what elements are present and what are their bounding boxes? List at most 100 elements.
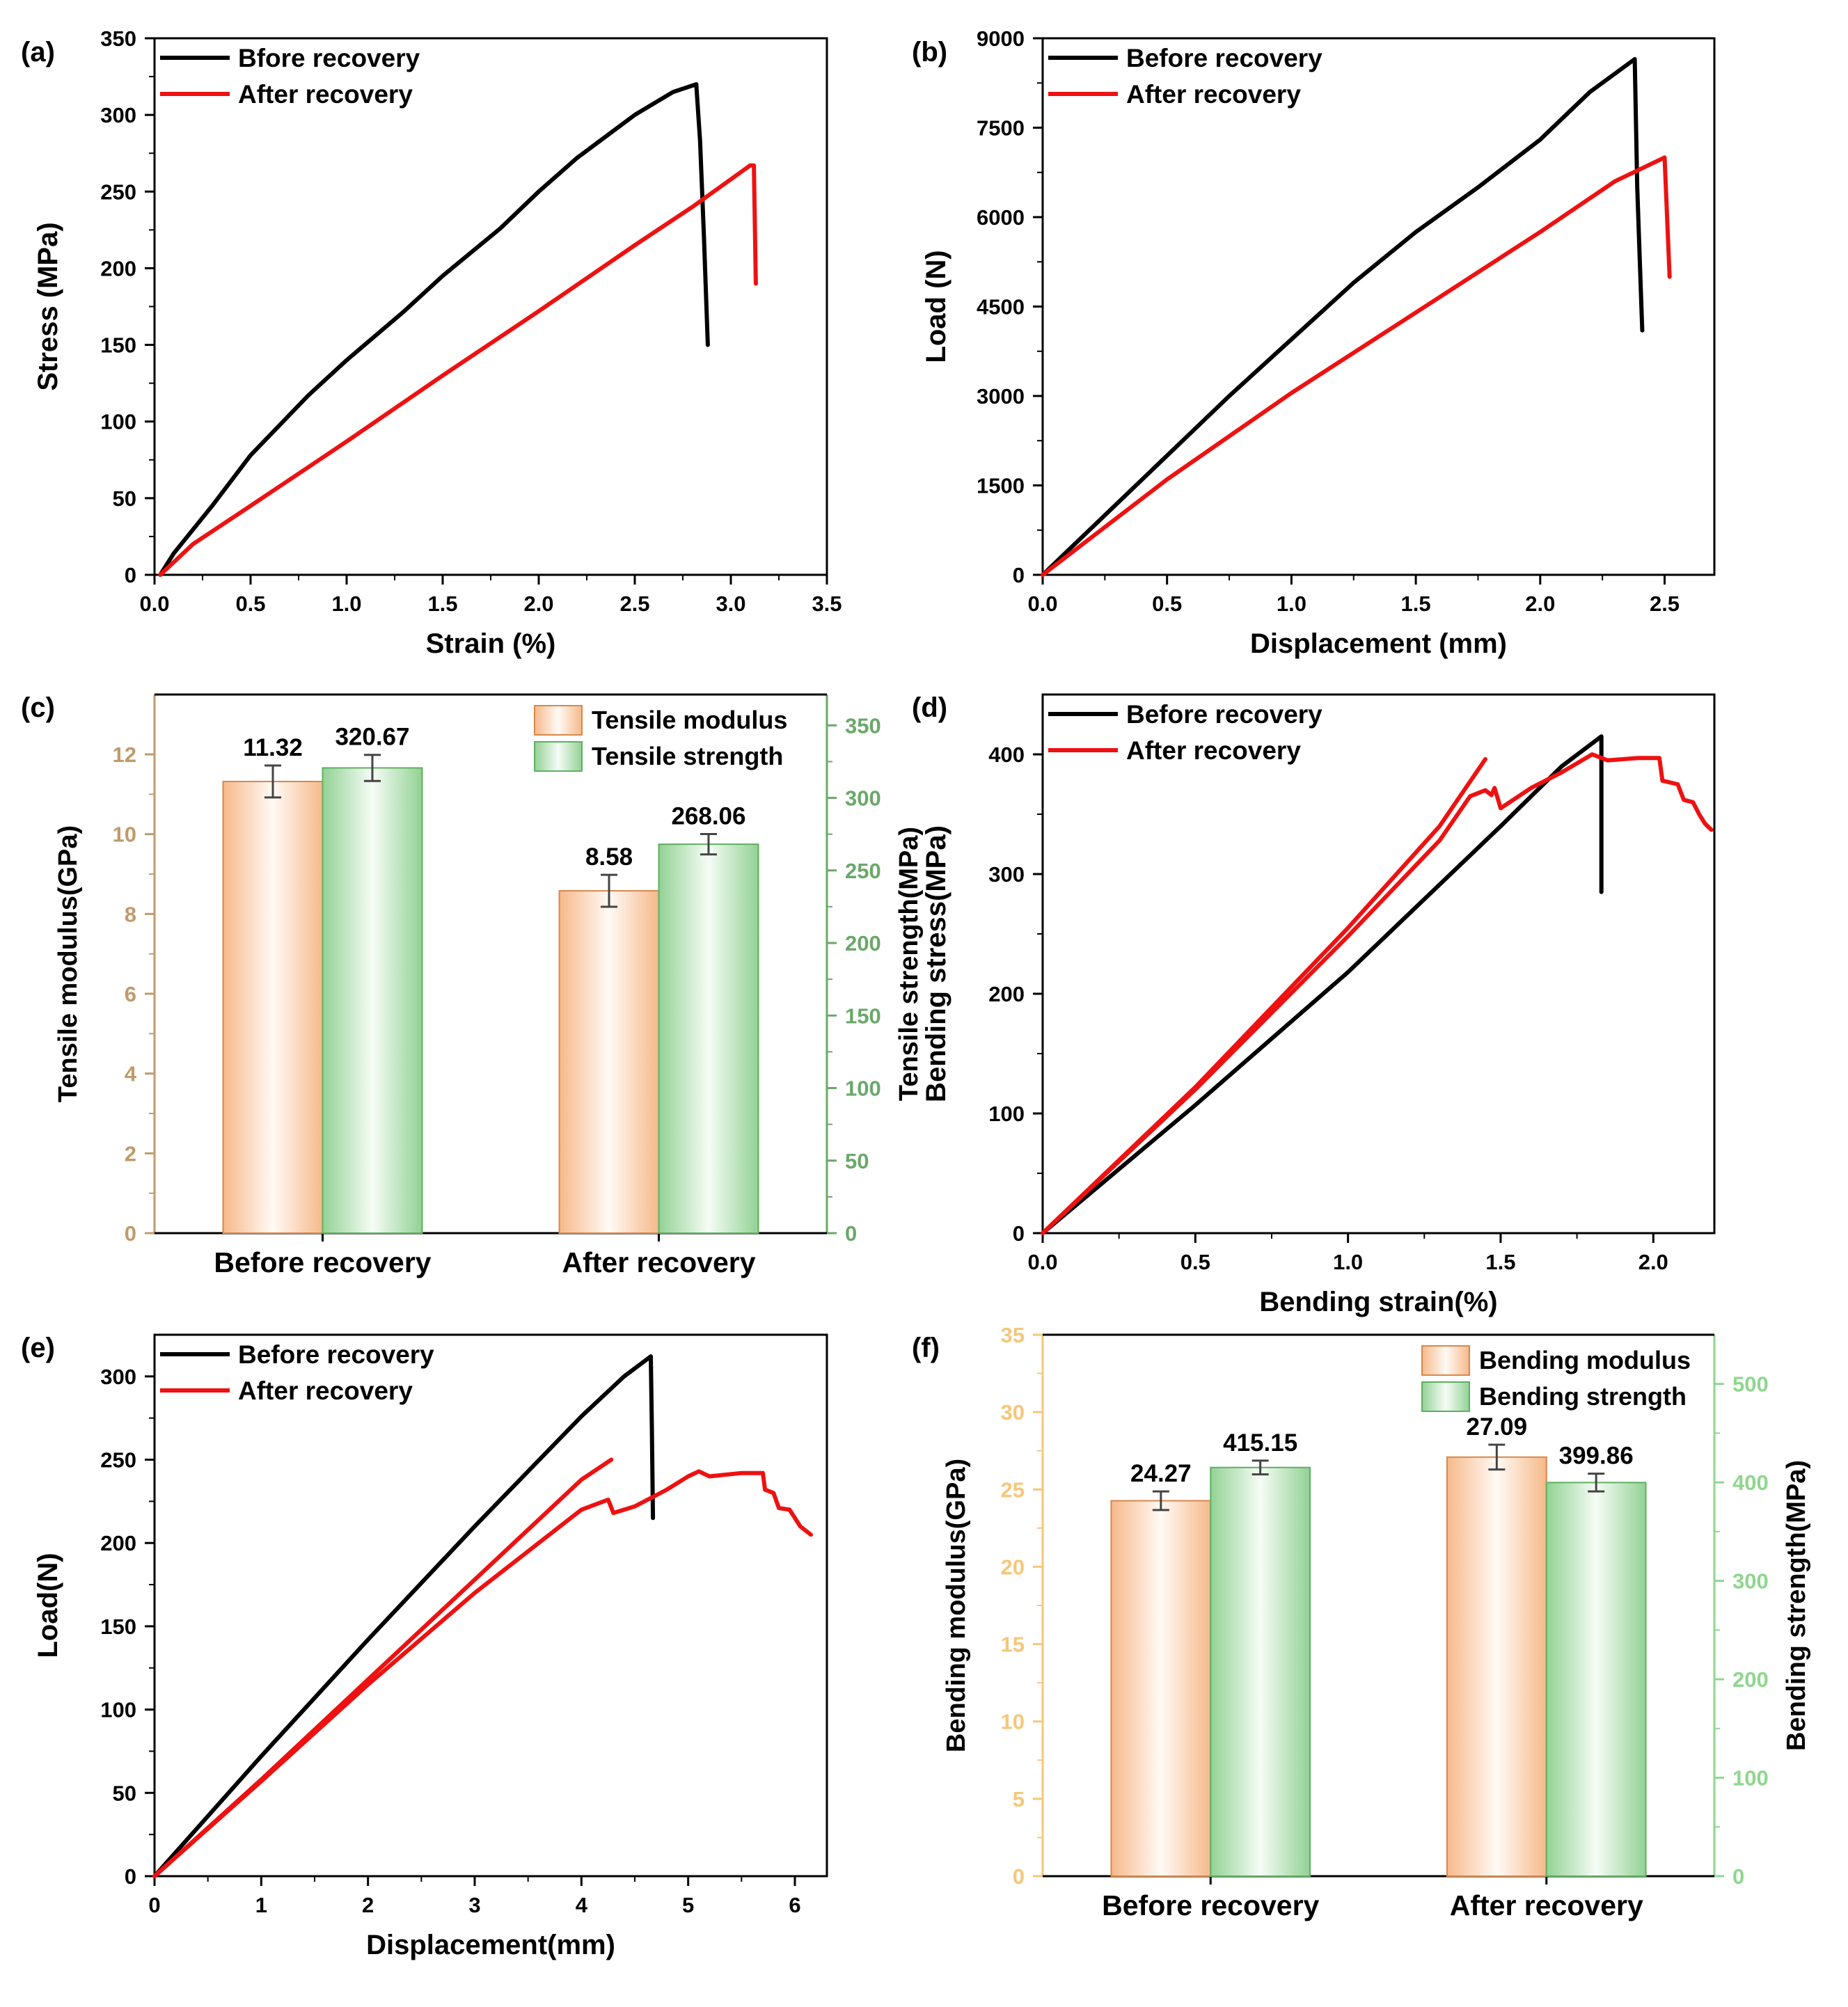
- series-line-after-recovery: [1041, 752, 1714, 1235]
- x-axis-label: Strain (%): [426, 628, 556, 659]
- category-label: After recovery: [1450, 1889, 1643, 1921]
- series-line-before-recovery: [152, 1354, 656, 1878]
- legend-label: Bfore recovery: [238, 44, 420, 72]
- legend-label: Bending strength: [1479, 1382, 1687, 1411]
- y-tick-label: 200: [100, 1531, 136, 1555]
- legend-swatch: [1421, 1381, 1470, 1412]
- bar-tensile-modulus: [558, 890, 660, 1234]
- x-tick-label: 1.0: [331, 592, 361, 616]
- legend-label: After recovery: [238, 80, 413, 109]
- data-label: 24.27: [1130, 1460, 1192, 1487]
- bar-bending-strength: [1210, 1466, 1311, 1877]
- y-left-tick-label: 20: [1001, 1555, 1025, 1579]
- y-tick-label: 300: [100, 1365, 136, 1389]
- y-left-tick-label: 30: [1001, 1400, 1025, 1425]
- y-tick-label: 0: [125, 1864, 136, 1889]
- y-right-tick-label: 400: [1732, 1470, 1769, 1495]
- panel-label: (f): [912, 1333, 940, 1363]
- y-tick-label: 350: [100, 26, 136, 51]
- bar-bending-modulus: [1110, 1500, 1212, 1877]
- legend-label: Before recovery: [238, 1340, 434, 1369]
- y-tick-label: 9000: [977, 26, 1025, 51]
- x-tick-label: 1.5: [1401, 592, 1431, 616]
- y-tick-label: 150: [100, 1615, 136, 1639]
- y-right-tick-label: 100: [845, 1077, 881, 1101]
- y-left-tick-label: 8: [125, 902, 136, 926]
- y-tick-label: 300: [988, 862, 1025, 887]
- bar-tensile-strength: [658, 843, 759, 1234]
- panel-c: (c) 0 2 4 6 8 10 12 0 50 100 150 200 250 300 350 Tensile…: [21, 692, 924, 1278]
- y-right-tick-label: 50: [845, 1149, 869, 1173]
- x-tick-label: 2.0: [1525, 592, 1555, 616]
- data-label: 11.32: [243, 734, 303, 761]
- x-axis-label: Displacement (mm): [1250, 628, 1507, 659]
- panel-e: (e) 0 1 2 3 4 5 6 0 50 100 150 200 250 300 Displacement…: [21, 1333, 828, 1960]
- x-tick-label: 2.5: [619, 592, 649, 616]
- plot-frame: [1041, 37, 1716, 576]
- plot-frame: [153, 1333, 828, 1878]
- x-tick-label: 2: [362, 1893, 374, 1917]
- y-right-tick-label: 250: [845, 859, 881, 883]
- y-tick-label: 3000: [977, 384, 1025, 408]
- category-label: Before recovery: [214, 1246, 431, 1278]
- y-tick-label: 4500: [977, 295, 1025, 319]
- y-right-tick-label: 300: [845, 786, 881, 811]
- y-tick-label: 100: [100, 410, 136, 434]
- x-tick-label: 1: [255, 1893, 267, 1917]
- y-axis-label: Load (N): [921, 250, 951, 363]
- y-left-tick-label: 0: [125, 1221, 136, 1246]
- y-tick-label: 0: [125, 563, 136, 587]
- x-tick-label: 1.0: [1277, 592, 1306, 616]
- data-label: 8.58: [585, 843, 633, 871]
- legend-label: Tensile strength: [592, 742, 783, 770]
- legend-label: After recovery: [1126, 736, 1301, 765]
- bar-tensile-strength: [322, 767, 423, 1234]
- series-line-before-recovery: [1041, 734, 1604, 1235]
- y-tick-label: 50: [113, 486, 136, 511]
- y-right-axis-label: Tensile strength(MPa): [894, 827, 924, 1101]
- series-line-after-recovery: [1041, 155, 1672, 577]
- data-label: 320.67: [335, 724, 409, 751]
- x-tick-label: 1.5: [427, 592, 457, 616]
- y-tick-label: 200: [988, 982, 1025, 1006]
- series-line-before-recovery: [1041, 57, 1645, 577]
- x-tick-label: 3.0: [716, 592, 745, 616]
- panel-label: (e): [21, 1333, 55, 1363]
- y-axis-label: Stress (MPa): [33, 222, 63, 390]
- panel-label: (b): [912, 37, 947, 68]
- x-axis-label: Bending strain(%): [1259, 1287, 1497, 1317]
- legend-label: Before recovery: [1126, 700, 1322, 729]
- y-tick-label: 6000: [977, 205, 1025, 230]
- legend-label: Tensile modulus: [592, 706, 787, 734]
- x-tick-label: 0.0: [1027, 1250, 1057, 1274]
- y-tick-label: 100: [100, 1698, 136, 1722]
- x-tick-label: 0: [148, 1893, 160, 1917]
- x-tick-label: 1.0: [1333, 1250, 1363, 1274]
- y-left-tick-label: 2: [125, 1141, 136, 1166]
- y-right-tick-label: 0: [1732, 1864, 1744, 1889]
- y-right-tick-label: 300: [1732, 1569, 1769, 1594]
- y-right-tick-label: 0: [845, 1221, 857, 1246]
- y-left-tick-label: 4: [125, 1062, 137, 1086]
- y-left-tick-label: 35: [1001, 1323, 1025, 1347]
- y-tick-label: 7500: [977, 116, 1025, 141]
- legend-label: After recovery: [238, 1377, 413, 1405]
- legend-swatch: [534, 741, 583, 772]
- plot-frame: [153, 37, 828, 576]
- y-right-tick-label: 350: [845, 713, 881, 738]
- y-tick-label: 250: [100, 180, 136, 204]
- y-left-tick-label: 15: [1001, 1633, 1025, 1657]
- legend-label: Before recovery: [1126, 44, 1322, 72]
- x-tick-label: 0.5: [1152, 592, 1182, 616]
- y-left-axis-label: Tensile modulus(GPa): [54, 825, 83, 1102]
- legend-label: Bending modulus: [1479, 1346, 1691, 1374]
- panel-d: (d) 0.0 0.5 1.0 1.5 2.0 0 100 200 300 400 Bending s…: [912, 692, 1716, 1317]
- y-left-tick-label: 5: [1013, 1787, 1025, 1811]
- panel-f: (f) 0 5 10 15 20 25 30 35 0 100 200 300 400 500 Bending…: [912, 1323, 1811, 1921]
- bar-bending-modulus: [1446, 1456, 1547, 1877]
- legend-swatch: [534, 705, 583, 736]
- data-label: 415.15: [1223, 1429, 1297, 1457]
- y-left-tick-label: 10: [1001, 1710, 1025, 1734]
- y-tick-label: 300: [100, 103, 136, 127]
